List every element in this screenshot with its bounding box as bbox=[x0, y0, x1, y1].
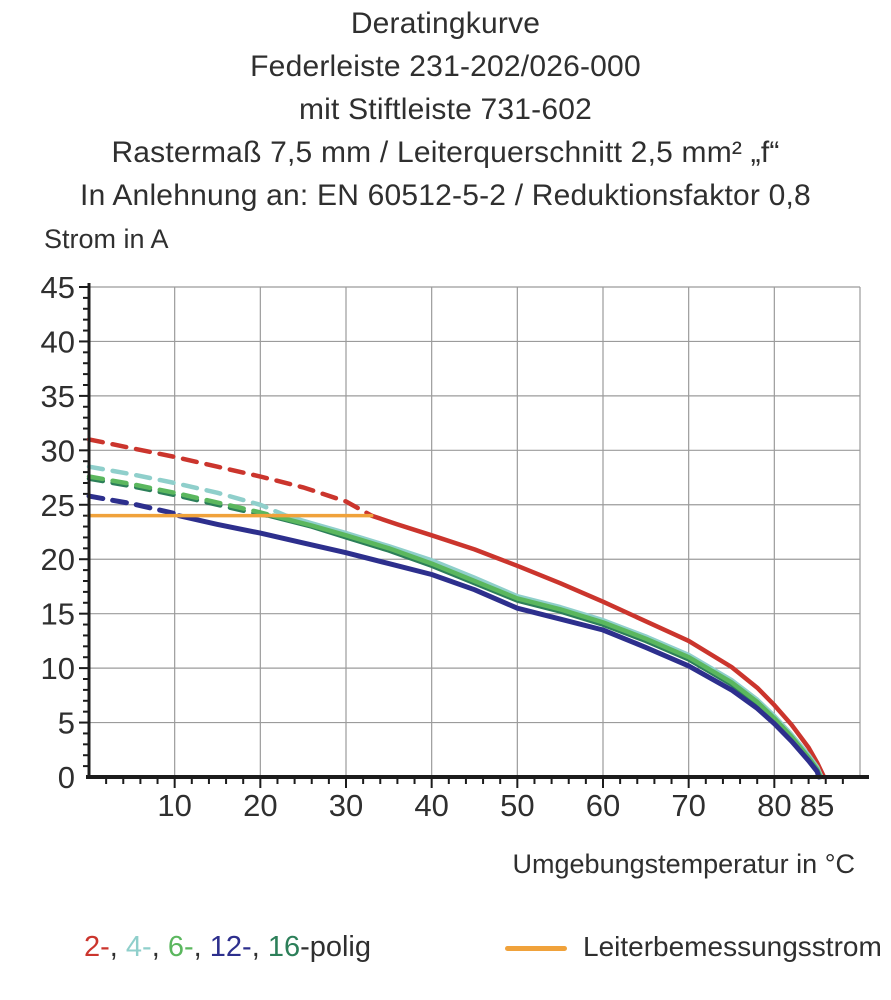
curve-16-polig-dashed bbox=[86, 476, 272, 518]
legend-poles: 2-, 4-, 6-, 12-, 16-polig bbox=[84, 931, 371, 964]
x-tick-label: 70 bbox=[671, 788, 705, 823]
y-tick-label: 10 bbox=[41, 651, 75, 686]
curve-16-polig-solid bbox=[266, 513, 822, 780]
legend-pole-16: 16 bbox=[267, 931, 301, 963]
legend-pole-12: 12- bbox=[209, 931, 252, 963]
curve-6-polig-solid bbox=[270, 513, 823, 780]
x-tick-label: 80 bbox=[757, 788, 791, 823]
curve-12-polig-solid bbox=[176, 513, 822, 780]
x-tick-labels: 10 20 30 40 50 60 70 80 85 bbox=[157, 788, 834, 823]
y-tick-label: 40 bbox=[41, 324, 75, 359]
x-tick-label: 60 bbox=[586, 788, 620, 823]
legend-rated-label: Leiterbemessungsstrom bbox=[583, 931, 882, 962]
y-tick-labels: 0 5 10 15 20 25 30 35 40 45 bbox=[41, 270, 75, 795]
curve-12-polig-dashed bbox=[86, 493, 182, 519]
y-tick-label: 45 bbox=[41, 270, 75, 305]
y-tick-label: 25 bbox=[41, 488, 75, 523]
x-tick-label: 20 bbox=[243, 788, 277, 823]
x-tick-label: 10 bbox=[157, 788, 191, 823]
curve-2-polig-dashed bbox=[86, 437, 374, 518]
legend-separator: , bbox=[151, 931, 168, 963]
y-axis-title: Strom in A bbox=[44, 224, 169, 254]
curve-6-polig-dashed bbox=[86, 474, 276, 518]
title-line-2: Federleiste 231-202/026-000 bbox=[250, 50, 641, 83]
y-tick-label: 0 bbox=[58, 760, 75, 795]
chart-title-block: Deratingkurve Federleiste 231-202/026-00… bbox=[0, 2, 891, 217]
rated-current-line-swatch bbox=[505, 946, 567, 951]
title-line-1: Deratingkurve bbox=[350, 7, 541, 40]
legend-pole-2: 2- bbox=[84, 931, 110, 963]
curve-2-polig-solid bbox=[369, 513, 827, 780]
axis-ticks bbox=[79, 286, 844, 788]
curve-4-polig-dashed bbox=[86, 464, 289, 518]
y-tick-label: 30 bbox=[41, 433, 75, 468]
legend-suffix: -polig bbox=[300, 931, 372, 963]
y-tick-label: 35 bbox=[41, 379, 75, 414]
x-tick-label: 85 bbox=[800, 788, 834, 823]
legend-pole-6: 6- bbox=[167, 931, 194, 963]
legend-separator: , bbox=[109, 931, 126, 963]
title-line-5: In Anlehnung an: EN 60512-5-2 / Reduktio… bbox=[80, 179, 811, 212]
x-tick-label: 40 bbox=[414, 788, 448, 823]
x-tick-label: 30 bbox=[329, 788, 363, 823]
title-line-3: mit Stiftleiste 731-602 bbox=[298, 93, 593, 126]
legend-rated: Leiterbemessungsstrom bbox=[505, 931, 882, 963]
legend-pole-4: 4- bbox=[125, 931, 152, 963]
y-tick-label: 20 bbox=[41, 542, 75, 577]
legend-separator: , bbox=[193, 931, 210, 963]
x-axis-title: Umgebungstemperatur in °C bbox=[512, 849, 855, 879]
title-line-4: Rastermaß 7,5 mm / Leiterquerschnitt 2,5… bbox=[111, 136, 780, 169]
curve-4-polig-solid bbox=[283, 513, 824, 780]
gridlines bbox=[89, 286, 861, 777]
legend-separator: , bbox=[251, 931, 268, 963]
y-tick-label: 15 bbox=[41, 597, 75, 632]
x-tick-label: 50 bbox=[500, 788, 534, 823]
y-tick-label: 5 bbox=[58, 706, 75, 741]
axes bbox=[86, 283, 869, 779]
curves bbox=[86, 437, 827, 780]
